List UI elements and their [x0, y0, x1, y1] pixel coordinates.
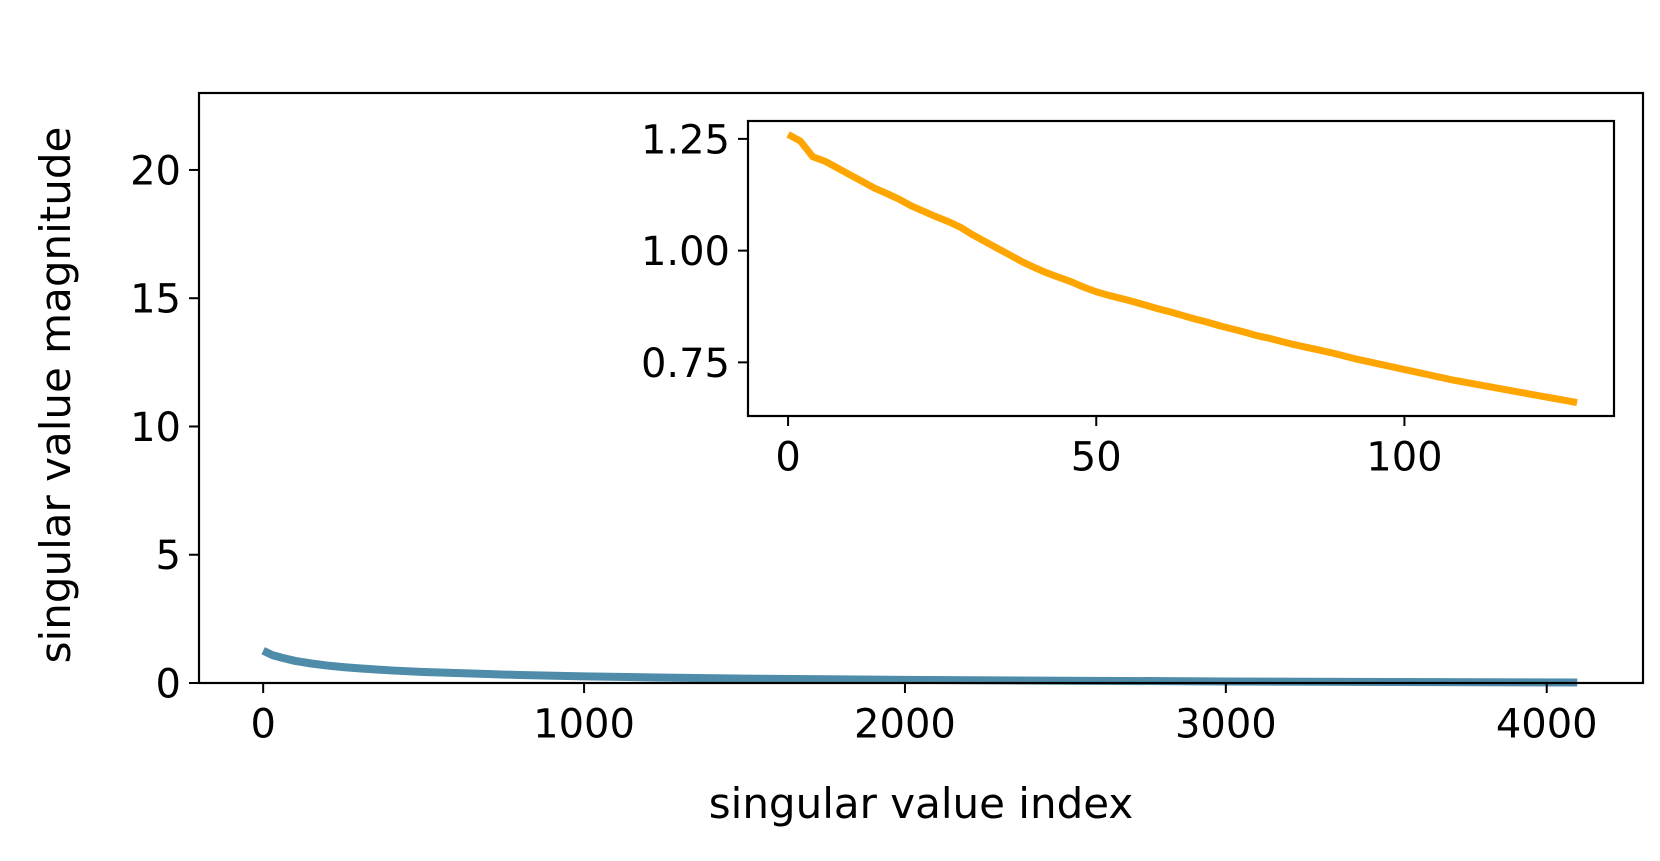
inset-series-line-0	[786, 131, 1578, 407]
inset-x-tick-label: 100	[1366, 434, 1442, 480]
inset-plot-frame	[746, 119, 1616, 418]
main-y-tick-label: 15	[130, 277, 181, 323]
main-plot-frame	[197, 91, 1645, 685]
inset-y-axis-ticks: 0.75 1.00 1.25	[641, 117, 748, 387]
main-y-axis-ticks: 0 5 10 15 20	[130, 148, 199, 707]
inset-y-tick-label: 1.00	[641, 229, 730, 275]
main-x-axis-ticks: 0 1000 2000 3000 4000	[250, 683, 1598, 747]
main-x-axis-label: singular value index	[709, 779, 1133, 828]
inset-x-tick-label: 0	[775, 434, 800, 480]
inset-x-tick-label: 50	[1071, 434, 1122, 480]
inset-x-axis-ticks: 0 50 100	[775, 416, 1443, 480]
main-x-tick-label: 3000	[1175, 701, 1277, 747]
main-series-line-0	[261, 647, 1578, 687]
main-x-tick-label: 4000	[1496, 701, 1598, 747]
main-y-tick-label: 20	[130, 148, 181, 194]
inset-series-group	[786, 131, 1578, 407]
main-y-tick-label: 10	[130, 405, 181, 451]
main-x-tick-label: 0	[250, 701, 275, 747]
main-x-tick-label: 2000	[854, 701, 956, 747]
inset-plot: 0 50 100 0.75 1.00 1.25	[641, 117, 1616, 480]
main-y-axis-label: singular value magnitude	[31, 127, 80, 664]
main-y-tick-label: 5	[156, 533, 181, 579]
main-series-group	[261, 647, 1578, 687]
inset-y-tick-label: 1.25	[641, 117, 730, 163]
main-x-tick-label: 1000	[533, 701, 635, 747]
inset-background	[748, 121, 1614, 416]
inset-y-tick-label: 0.75	[641, 341, 730, 387]
main-y-tick-label: 0	[156, 661, 181, 707]
